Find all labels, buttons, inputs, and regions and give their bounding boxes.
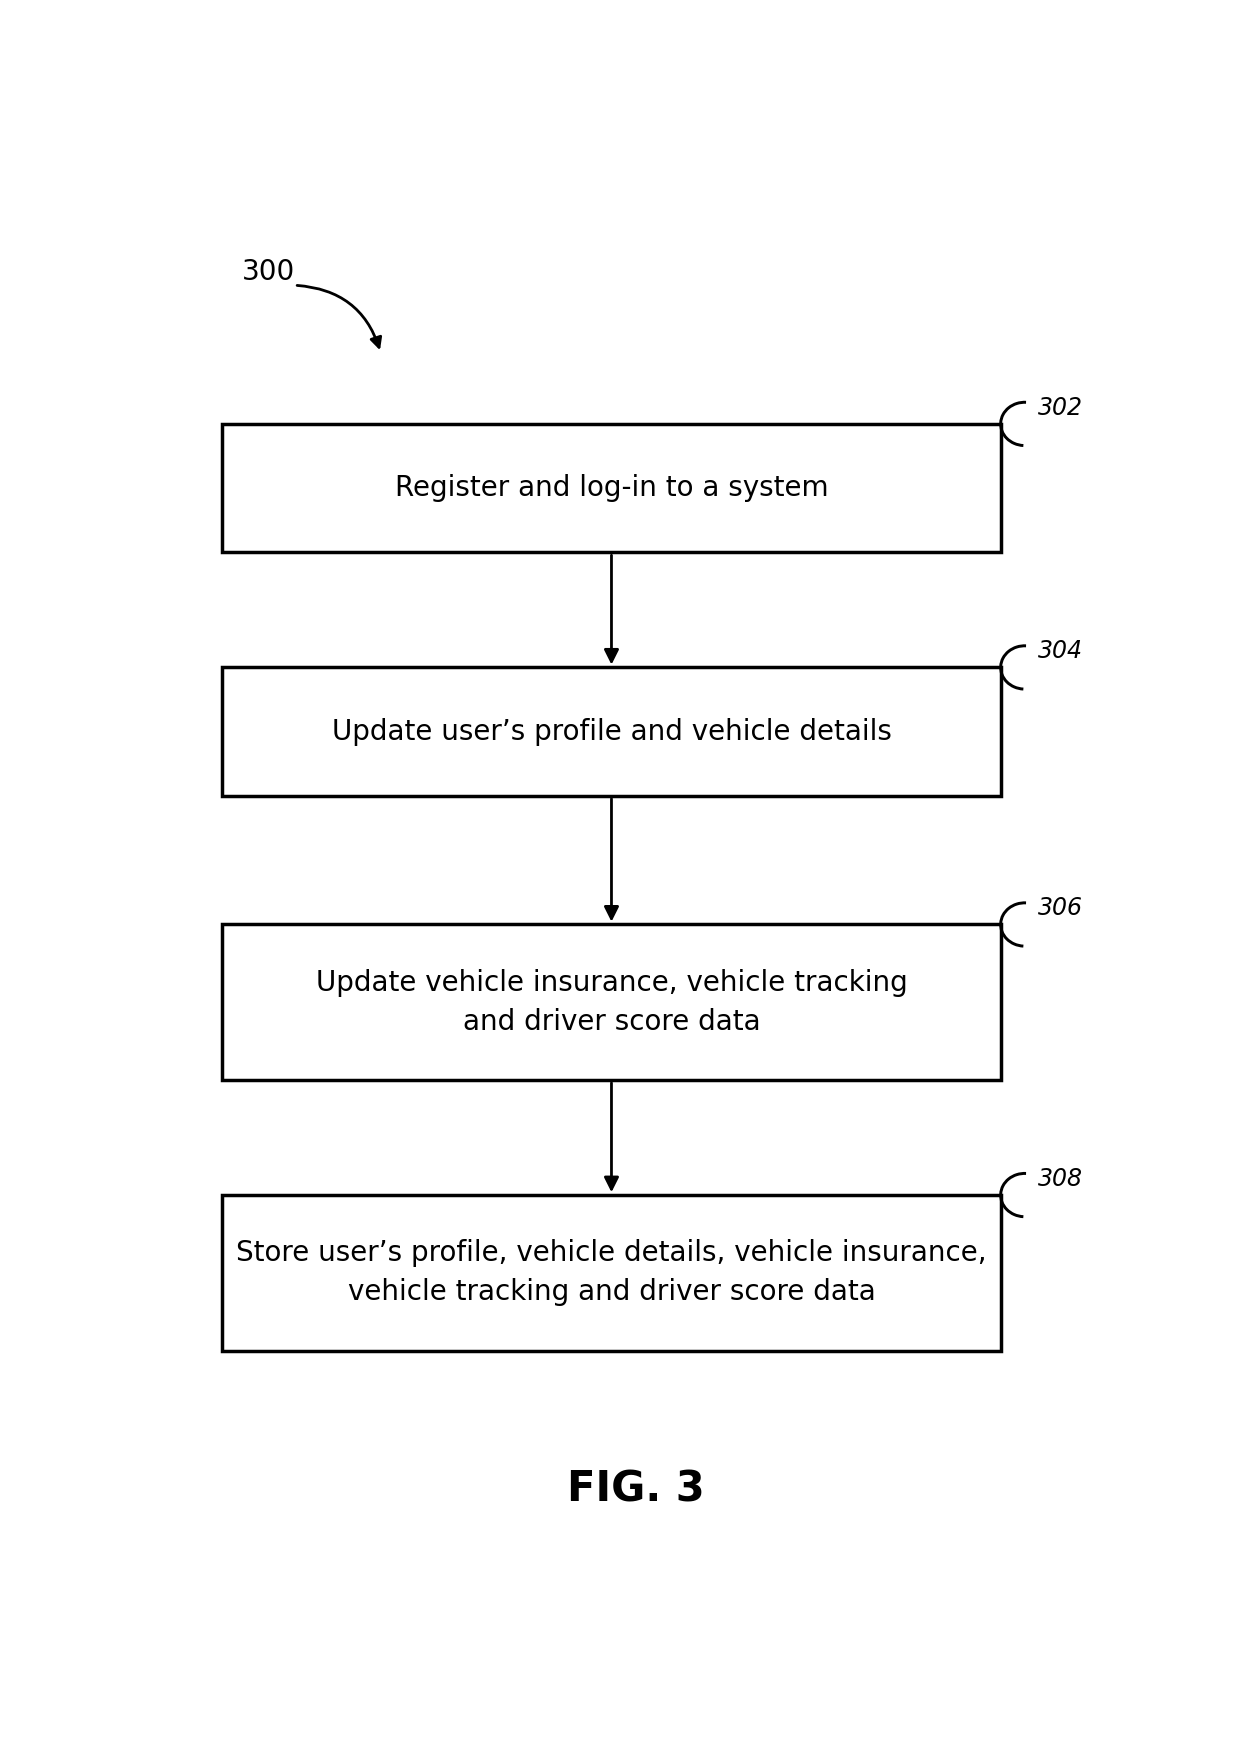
Text: 302: 302	[1038, 395, 1083, 420]
FancyBboxPatch shape	[222, 924, 1001, 1081]
Text: 308: 308	[1038, 1167, 1083, 1191]
FancyBboxPatch shape	[222, 668, 1001, 796]
FancyBboxPatch shape	[222, 1195, 1001, 1351]
Text: Store user’s profile, vehicle details, vehicle insurance,
vehicle tracking and d: Store user’s profile, vehicle details, v…	[236, 1239, 987, 1307]
FancyBboxPatch shape	[222, 423, 1001, 552]
Text: FIG. 3: FIG. 3	[567, 1469, 704, 1511]
Text: 300: 300	[242, 258, 295, 286]
Text: 304: 304	[1038, 640, 1083, 664]
Text: Update vehicle insurance, vehicle tracking
and driver score data: Update vehicle insurance, vehicle tracki…	[316, 968, 908, 1037]
Text: Update user’s profile and vehicle details: Update user’s profile and vehicle detail…	[331, 717, 892, 745]
Text: Register and log-in to a system: Register and log-in to a system	[394, 474, 828, 503]
Text: 306: 306	[1038, 896, 1083, 921]
